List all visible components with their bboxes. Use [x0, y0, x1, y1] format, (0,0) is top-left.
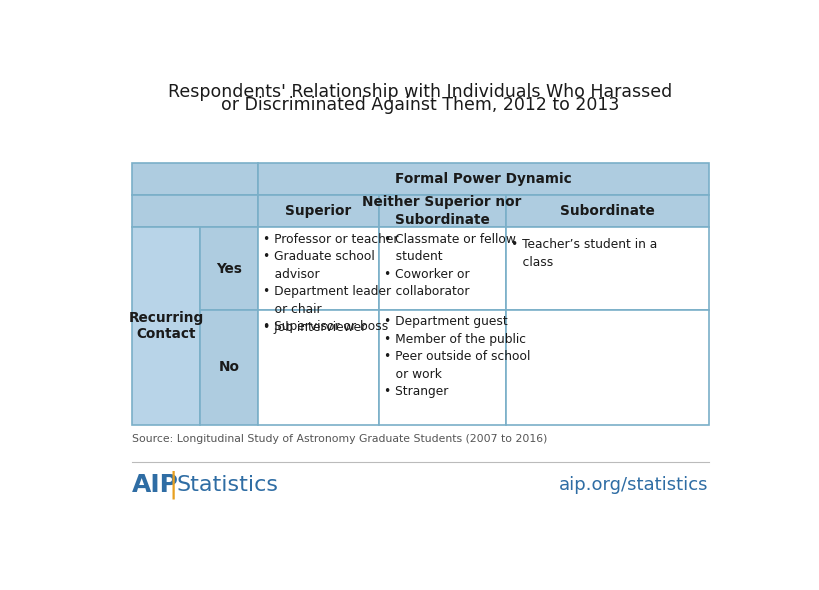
Text: • Teacher’s student in a
   class: • Teacher’s student in a class [510, 238, 657, 268]
Bar [257, 163, 708, 195]
Text: Formal Power Dynamic: Formal Power Dynamic [394, 172, 571, 186]
Text: Subordinate: Subordinate [559, 204, 654, 218]
Bar [505, 195, 708, 227]
Text: AIP: AIP [132, 473, 179, 497]
Bar [132, 195, 257, 227]
Text: or Discriminated Against Them, 2012 to 2013: or Discriminated Against Them, 2012 to 2… [221, 96, 618, 114]
Bar [257, 310, 378, 425]
Text: Neither Superior nor
Subordinate: Neither Superior nor Subordinate [362, 195, 521, 227]
Bar [132, 227, 200, 425]
Text: Recurring
Contact: Recurring Contact [129, 311, 203, 341]
Bar [505, 227, 708, 310]
Bar [378, 195, 505, 227]
Text: • Classmate or fellow
   student
• Coworker or
   collaborator: • Classmate or fellow student • Coworker… [383, 232, 515, 298]
Bar [378, 310, 505, 425]
Text: Yes: Yes [215, 261, 242, 276]
Bar [200, 310, 257, 425]
Text: Statistics: Statistics [177, 475, 278, 495]
Text: • Job interviewer: • Job interviewer [263, 320, 366, 333]
Text: • Department guest
• Member of the public
• Peer outside of school
   or work
• : • Department guest • Member of the publi… [383, 315, 530, 398]
Bar [378, 227, 505, 310]
Text: Superior: Superior [285, 204, 351, 218]
Text: Source: Longitudinal Study of Astronomy Graduate Students (2007 to 2016): Source: Longitudinal Study of Astronomy … [132, 434, 546, 444]
Bar [505, 310, 708, 425]
Text: aip.org/statistics: aip.org/statistics [559, 476, 708, 494]
Bar [257, 227, 378, 310]
Bar [132, 163, 257, 195]
Bar [200, 227, 257, 310]
Text: Respondents' Relationship with Individuals Who Harassed: Respondents' Relationship with Individua… [168, 83, 672, 100]
Text: • Professor or teacher
• Graduate school
   advisor
• Department leader
   or ch: • Professor or teacher • Graduate school… [263, 232, 398, 333]
Text: No: No [218, 360, 239, 375]
Text: |: | [168, 471, 178, 499]
Bar [257, 195, 378, 227]
